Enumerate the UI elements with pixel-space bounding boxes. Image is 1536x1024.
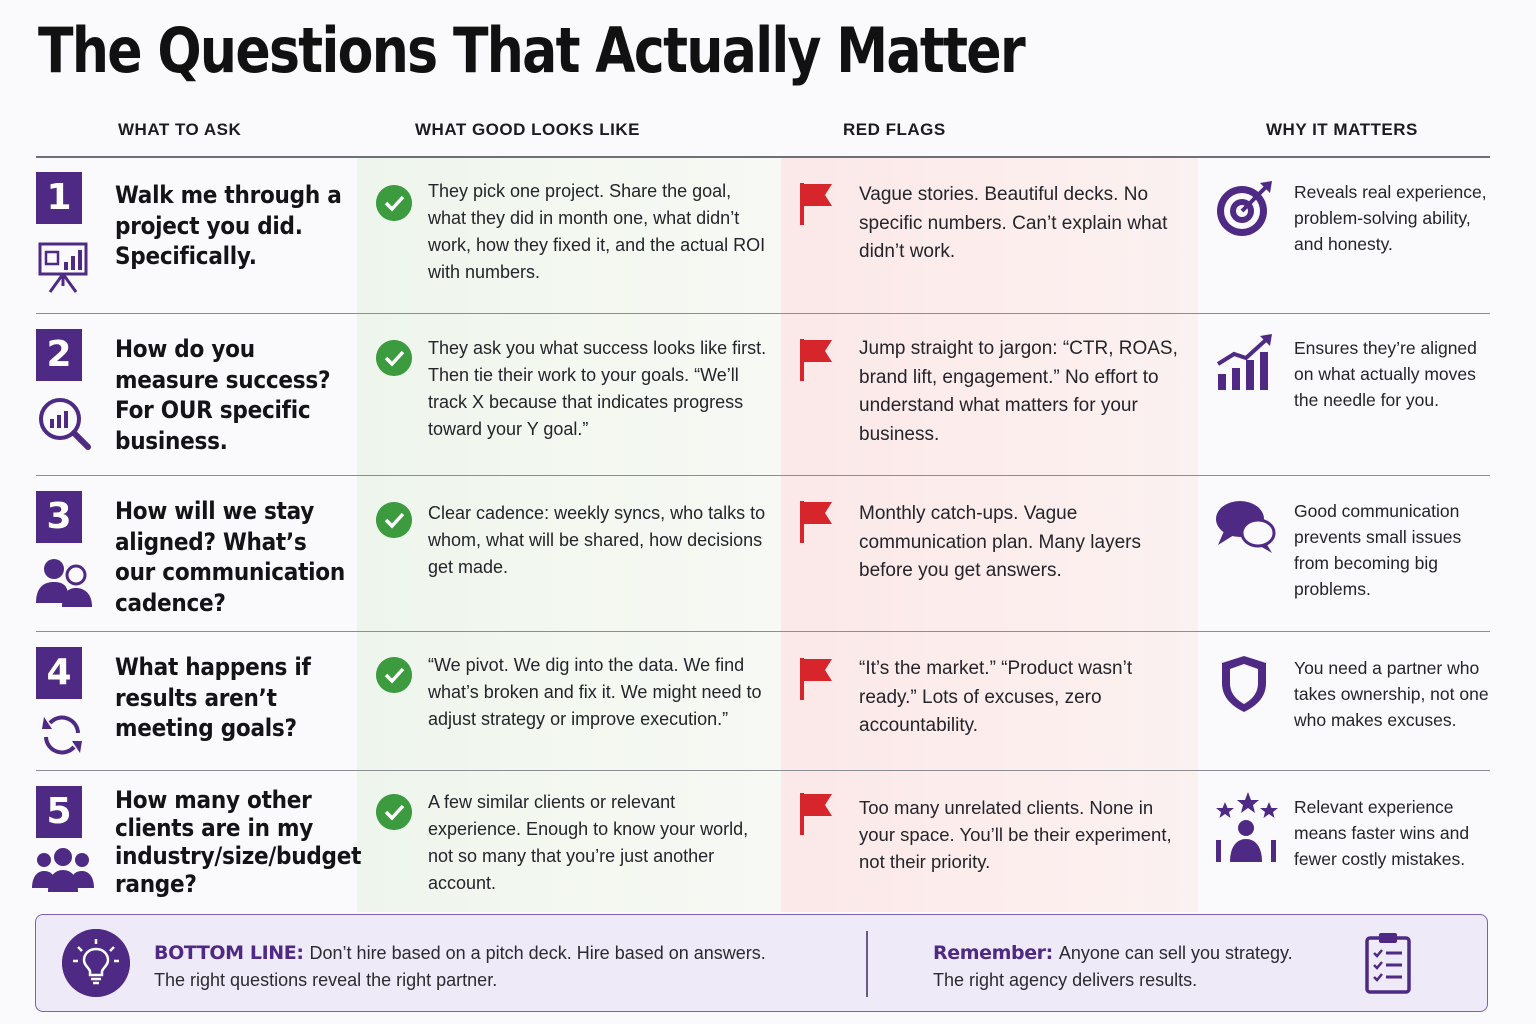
check-icon (376, 340, 412, 376)
group-icon (32, 848, 94, 892)
header-divider (36, 156, 1490, 158)
why-it-matters-text: Relevant experience means faster wins an… (1294, 797, 1470, 869)
row-divider (36, 770, 1490, 771)
column-header-ask: WHAT TO ASK (118, 120, 242, 139)
target-icon (1217, 181, 1272, 236)
lightbulb-icon (62, 929, 130, 997)
row-number: 2 (36, 329, 82, 381)
why-it-matters-text: You need a partner who takes ownership, … (1294, 658, 1489, 730)
row-number: 4 (36, 647, 82, 699)
good-answer-text: A few similar clients or relevant experi… (428, 792, 749, 893)
panel-divider (866, 931, 868, 997)
column-header-red-flags: RED FLAGS (843, 120, 946, 139)
question-text: How many other clients are in my industr… (115, 786, 362, 898)
good-answer-text: Clear cadence: weekly syncs, who talks t… (428, 503, 766, 577)
question-text: Walk me through a project you did. Speci… (115, 181, 342, 270)
row-number: 1 (36, 172, 82, 224)
bottom-line-text: Don’t hire based on a pitch deck. Hire b… (309, 943, 766, 963)
why-it-matters-text: Good communication prevents small issues… (1294, 501, 1462, 599)
red-flag-text: Monthly catch-ups. Vague communication p… (859, 503, 1141, 581)
red-flag-icon (800, 793, 832, 835)
red-flag-icon (800, 183, 832, 225)
good-answer-text: “We pivot. We dig into the data. We find… (428, 655, 762, 729)
presentation-chart-icon (38, 242, 88, 293)
star-person-icon (1216, 792, 1278, 862)
growth-chart-icon (1216, 334, 1272, 390)
red-flag-text: Vague stories. Beautiful decks. No speci… (859, 184, 1168, 262)
row-number: 5 (36, 786, 82, 838)
why-it-matters-text: Ensures they’re aligned on what actually… (1294, 338, 1477, 410)
shield-icon (1222, 656, 1266, 712)
row-divider (36, 475, 1490, 476)
checklist-icon (1365, 933, 1411, 994)
row-divider (36, 313, 1490, 314)
bottom-line-label: BOTTOM LINE: (154, 942, 304, 964)
column-header-why: WHY IT MATTERS (1266, 120, 1418, 139)
check-icon (376, 502, 412, 538)
red-flag-icon (800, 658, 832, 700)
question-text: What happens if results aren’t meeting g… (115, 653, 311, 742)
red-flag-icon (800, 339, 832, 381)
chat-bubbles-icon (1216, 501, 1276, 553)
bottom-line-text-2: The right questions reveal the right par… (154, 970, 498, 990)
check-icon (376, 185, 412, 221)
row-number: 3 (36, 491, 82, 543)
column-header-good: WHAT GOOD LOOKS LIKE (415, 120, 641, 139)
remember-statement: Remember: Anyone can sell you strategy. (933, 942, 1293, 964)
good-column-background (357, 157, 781, 912)
remember-label: Remember: (933, 942, 1053, 964)
question-text: How will we stay aligned? What’s our com… (115, 497, 345, 617)
check-icon (376, 794, 412, 830)
red-flag-text: “It’s the market.” “Product wasn’t ready… (859, 658, 1133, 736)
people-icon (36, 559, 92, 607)
bottom-line-statement: BOTTOM LINE: Don’t hire based on a pitch … (154, 942, 766, 964)
magnifier-chart-icon (39, 398, 91, 450)
remember-text-2: The right agency delivers results. (933, 970, 1198, 990)
question-text: How do you measure success? For OUR spec… (115, 335, 331, 455)
page-title: The Questions That Actually Matter (38, 14, 1026, 87)
good-answer-text: They ask you what success looks like fir… (428, 338, 767, 439)
good-answer-text: They pick one project. Share the goal, w… (428, 181, 766, 282)
row-divider (36, 631, 1490, 632)
red-flag-text: Too many unrelated clients. None in your… (859, 797, 1172, 872)
remember-text: Anyone can sell you strategy. (1058, 943, 1293, 963)
why-it-matters-text: Reveals real experience, problem-solving… (1294, 182, 1487, 254)
bottom-line-panel: BOTTOM LINE: Don’t hire based on a pitch … (35, 914, 1488, 1012)
check-icon (376, 657, 412, 693)
red-flag-icon (800, 501, 832, 543)
red-flag-text: Jump straight to jargon: “CTR, ROAS, bra… (859, 338, 1178, 445)
refresh-icon (42, 715, 82, 755)
red-flags-column-background (781, 157, 1198, 912)
